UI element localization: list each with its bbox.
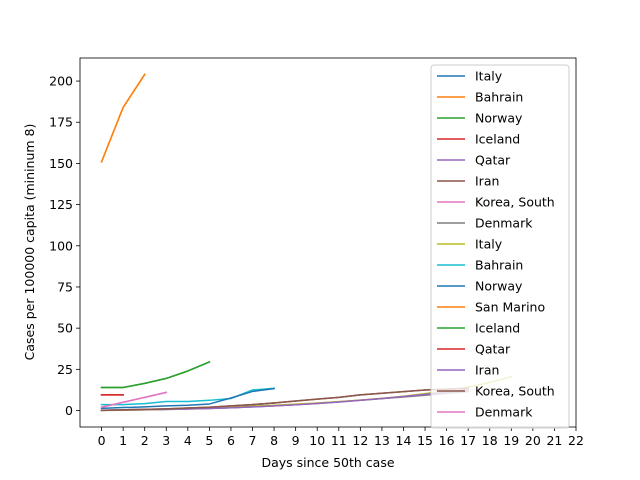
x-tick-label: 9 bbox=[292, 433, 300, 448]
y-tick-label: 150 bbox=[49, 156, 73, 171]
y-tick-label: 175 bbox=[49, 115, 73, 130]
x-axis-label: Days since 50th case bbox=[261, 455, 394, 470]
y-tick-label: 50 bbox=[57, 321, 73, 336]
series-layer bbox=[100, 73, 513, 412]
series-line bbox=[100, 387, 275, 406]
x-tick-label: 6 bbox=[227, 433, 235, 448]
x-tick-label: 3 bbox=[162, 433, 170, 448]
legend-box bbox=[430, 64, 570, 429]
x-tick-label: 16 bbox=[439, 433, 455, 448]
legend-entry-label: Italy bbox=[475, 69, 503, 84]
legend-entry-label: San Marino bbox=[475, 300, 545, 315]
axes-frame bbox=[79, 57, 577, 428]
x-tick-label: 11 bbox=[331, 433, 347, 448]
x-tick-label: 10 bbox=[309, 433, 325, 448]
legend-entry-label: Qatar bbox=[475, 153, 511, 168]
x-tick-label: 1 bbox=[119, 433, 127, 448]
legend: Italy Bahrain Norway Iceland Qatar Iran Korea,… bbox=[430, 64, 570, 429]
x-tick-label: 18 bbox=[482, 433, 498, 448]
x-tick-label: 8 bbox=[270, 433, 278, 448]
y-tick-label: 200 bbox=[49, 74, 73, 89]
y-tick-label: 125 bbox=[49, 197, 73, 212]
legend-entry-label: Iceland bbox=[475, 132, 520, 147]
x-tick-label: 19 bbox=[503, 433, 519, 448]
x-axis-ticks: 0 1 2 3 4 5 6 7 8 9 10 11 12 13 14 15 16 17 18 19 20 21 22 bbox=[98, 427, 584, 448]
y-tick-label: 100 bbox=[49, 238, 73, 253]
x-tick-label: 12 bbox=[352, 433, 368, 448]
x-tick-label: 13 bbox=[374, 433, 390, 448]
legend-entry-label: Iran bbox=[475, 174, 499, 189]
x-tick-label: 20 bbox=[525, 433, 541, 448]
series-line bbox=[100, 360, 211, 389]
legend-entry-label: Bahrain bbox=[475, 258, 523, 273]
x-tick-label: 7 bbox=[249, 433, 257, 448]
x-tick-label: 14 bbox=[396, 433, 412, 448]
legend-entry-label: Korea, South bbox=[475, 384, 555, 399]
legend-entry-label: Norway bbox=[475, 111, 523, 126]
legend-entry-label: Denmark bbox=[475, 216, 533, 231]
series-line bbox=[100, 391, 168, 409]
x-tick-label: 22 bbox=[568, 433, 584, 448]
x-tick-label: 4 bbox=[184, 433, 192, 448]
legend-entry-label: Norway bbox=[475, 279, 523, 294]
legend-entry-label: Iran bbox=[475, 363, 499, 378]
legend-entry-label: Qatar bbox=[475, 342, 511, 357]
legend-entry-label: Iceland bbox=[475, 321, 520, 336]
y-tick-label: 25 bbox=[57, 362, 73, 377]
legend-entry-label: Korea, South bbox=[475, 195, 555, 210]
x-tick-label: 0 bbox=[98, 433, 106, 448]
x-tick-label: 21 bbox=[546, 433, 562, 448]
x-tick-label: 15 bbox=[417, 433, 433, 448]
x-tick-label: 2 bbox=[141, 433, 149, 448]
legend-entry-label: Denmark bbox=[475, 405, 533, 420]
legend-entry-label: Italy bbox=[475, 237, 503, 252]
series-line bbox=[100, 73, 146, 163]
y-tick-label: 0 bbox=[65, 403, 73, 418]
y-axis-label: Cases per 100000 capita (mininum 8) bbox=[22, 124, 37, 361]
x-tick-label: 5 bbox=[205, 433, 213, 448]
legend-entry-label: Bahrain bbox=[475, 90, 523, 105]
y-tick-label: 75 bbox=[57, 279, 73, 294]
y-axis-ticks: 0 25 50 75 100 125 150 175 200 bbox=[49, 74, 80, 418]
series-line bbox=[100, 387, 469, 412]
series-line bbox=[100, 387, 275, 410]
x-tick-label: 17 bbox=[460, 433, 476, 448]
